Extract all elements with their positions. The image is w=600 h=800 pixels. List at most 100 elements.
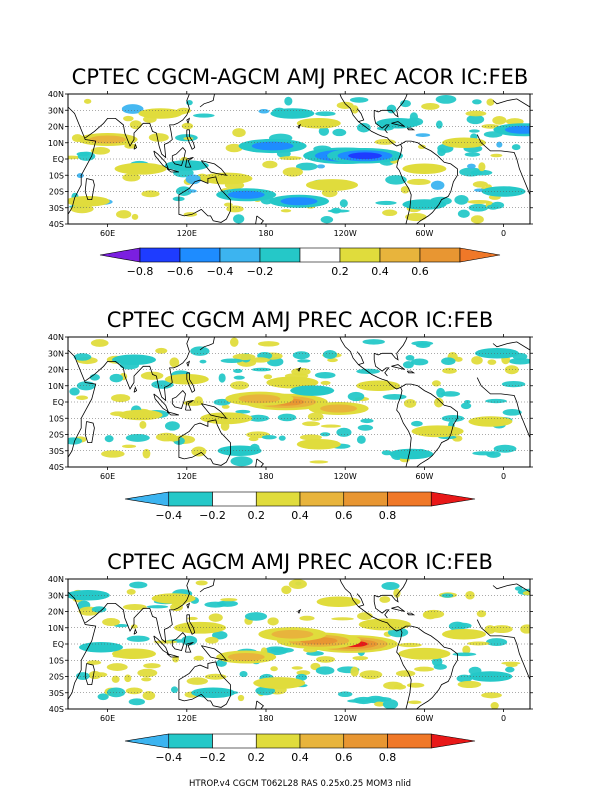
anomaly-cell	[327, 209, 350, 213]
anomaly-cell	[90, 339, 109, 347]
anomaly-cell	[465, 110, 487, 117]
anomaly-cell	[514, 586, 523, 591]
colorbar-label: 0.6	[411, 265, 429, 278]
anomaly-cell	[278, 435, 286, 441]
anomaly-cell	[193, 113, 215, 118]
anomaly-cell	[481, 124, 500, 129]
anomaly-cell	[229, 337, 239, 347]
anomaly-cell	[496, 141, 503, 148]
colorbar-label: −0.4	[155, 751, 182, 764]
anomaly-cell	[187, 189, 197, 193]
y-tick-label: 10S	[49, 171, 64, 180]
coastline	[356, 108, 365, 122]
anomaly-cell	[68, 155, 81, 160]
colorbar-swatch	[299, 247, 341, 263]
colorbar-swatch	[339, 247, 381, 263]
anomaly-cell	[315, 111, 336, 117]
coastline	[297, 123, 302, 129]
anomaly-cell	[151, 380, 174, 389]
anomaly-cell	[88, 671, 102, 680]
anomaly-cell	[476, 610, 487, 618]
anomaly-cell	[487, 359, 497, 365]
anomaly-cell	[468, 203, 489, 212]
y-tick-label: EQ	[53, 398, 64, 407]
anomaly-cell	[101, 450, 125, 458]
anomaly-cell	[261, 435, 277, 440]
anomaly-cell	[403, 398, 417, 408]
anomaly-cell	[124, 143, 137, 149]
colorbar-label: 0.2	[248, 509, 266, 522]
anomaly-cell	[435, 120, 443, 129]
coastline	[186, 129, 196, 150]
colorbar-label: 0.4	[291, 751, 309, 764]
coastline	[166, 168, 180, 173]
coastline	[373, 595, 390, 619]
anomaly-cell	[264, 646, 289, 656]
x-tick-label: 120W	[334, 714, 357, 723]
anomaly-cell	[485, 398, 507, 404]
anomaly-cell	[400, 99, 411, 108]
anomaly-cell	[299, 434, 322, 441]
anomaly-cell	[486, 638, 508, 647]
anomaly-cell	[193, 655, 204, 661]
colorbar-swatch	[430, 733, 476, 749]
anomaly-cell	[411, 420, 423, 427]
anomaly-cell	[130, 624, 138, 629]
coastline	[297, 608, 302, 614]
anomaly-blob	[79, 641, 123, 653]
anomaly-cell	[411, 341, 434, 346]
anomaly-cell	[433, 663, 447, 670]
colorbar-swatch	[259, 247, 301, 263]
y-tick-label: EQ	[53, 640, 64, 649]
anomaly-cell	[490, 701, 499, 709]
anomaly-blob	[68, 195, 110, 207]
anomaly-cell	[356, 122, 371, 133]
coastline	[391, 606, 405, 612]
anomaly-blob	[290, 385, 335, 396]
anomaly-cell	[226, 205, 244, 213]
coastline	[492, 98, 530, 108]
anomaly-cell	[362, 339, 385, 345]
anomaly-cell	[431, 380, 441, 387]
anomaly-cell	[405, 212, 427, 222]
colorbar-label: 0.2	[248, 751, 266, 764]
anomaly-cell	[142, 690, 156, 701]
anomaly-cell	[69, 387, 80, 396]
anomaly-cell	[320, 432, 331, 437]
anomaly-cell	[320, 380, 331, 385]
anomaly-cell	[402, 361, 414, 369]
anomaly-cell	[221, 404, 230, 409]
anomaly-cell	[233, 375, 245, 380]
anomaly-blob	[468, 416, 513, 427]
anomaly-cell	[454, 195, 469, 205]
colorbar-swatch	[179, 247, 221, 263]
anomaly-cell	[129, 581, 148, 589]
coastline	[186, 360, 191, 367]
anomaly-cell	[467, 641, 490, 646]
anomaly-cell	[486, 204, 500, 210]
anomaly-cell	[375, 200, 397, 205]
anomaly-cell	[470, 215, 484, 224]
coastline	[185, 642, 194, 653]
anomaly-blob	[118, 409, 163, 421]
y-tick-label: 10S	[49, 414, 64, 423]
y-tick-label: 40N	[48, 575, 64, 584]
coastline	[356, 593, 365, 607]
y-tick-label: 20S	[49, 188, 64, 197]
anomaly-cell	[73, 353, 92, 361]
anomaly-cell	[331, 617, 354, 621]
coastline	[171, 632, 186, 651]
anomaly-cell	[522, 590, 530, 596]
colorbar-label: 0.4	[291, 509, 309, 522]
coastline	[199, 337, 215, 351]
y-tick-label: 40N	[48, 90, 64, 99]
anomaly-cell	[457, 680, 482, 689]
coastline	[199, 94, 215, 108]
coastline	[339, 94, 401, 147]
y-tick-label: 20S	[49, 673, 64, 682]
coastline	[255, 700, 264, 709]
anomaly-cell	[212, 631, 228, 640]
anomaly-cell	[337, 691, 353, 698]
anomaly-cell	[90, 146, 111, 155]
anomaly-cell	[460, 402, 472, 410]
